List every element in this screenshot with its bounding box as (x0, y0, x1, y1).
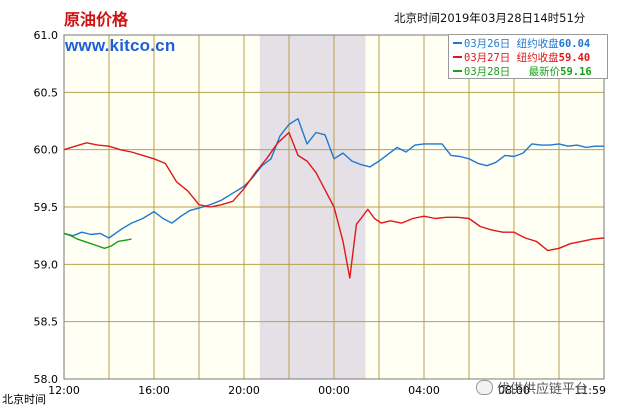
series-line-0327 (63, 131, 605, 279)
x-tick-label: 00:00 (318, 384, 350, 397)
x-tick-label: 16:00 (138, 384, 170, 397)
legend-value: 59.40 (558, 52, 591, 64)
legend-date: 03月26日 (464, 38, 511, 50)
legend-date: 03月27日 (464, 52, 511, 64)
series-line-0326 (63, 118, 604, 239)
chart-title: 原油价格 (64, 10, 129, 29)
legend-swatch (453, 42, 462, 44)
series-line-0328 (63, 232, 132, 249)
legend-swatch (453, 56, 462, 58)
legend-label: 纽约收盘 (516, 38, 559, 50)
y-tick-label: 59.5 (34, 201, 59, 214)
legend-entry: 03月27日 纽约收盘59.40 (453, 50, 590, 65)
x-axis-label: 北京时间 (2, 393, 46, 406)
legend: 03月26日 纽约收盘60.04 03月27日 纽约收盘59.40 03月28日… (448, 34, 608, 79)
y-tick-label: 60.0 (34, 144, 59, 157)
watermark-text: 优供供应链平台 (497, 382, 589, 397)
x-tick-label: 08:00 (498, 384, 530, 397)
legend-label: 最新价 (528, 66, 561, 78)
y-tick-label: 59.0 (34, 258, 59, 271)
x-tick-label: 12:00 (48, 384, 80, 397)
legend-value: 59.16 (560, 66, 592, 78)
y-tick-label: 58.0 (34, 373, 59, 386)
plot-border (63, 34, 605, 380)
legend-date: 03月28日 (464, 66, 511, 78)
watermark: 优供供应链平台 (476, 378, 588, 397)
legend-value: 60.04 (558, 38, 591, 50)
y-tick-label: 58.5 (34, 316, 59, 329)
x-tick-label: 11:59 (574, 384, 606, 397)
legend-swatch (453, 70, 462, 72)
source-link[interactable]: www.kitco.cn (65, 36, 176, 55)
x-tick-label: 04:00 (408, 384, 440, 397)
x-tick-label: 20:00 (228, 384, 260, 397)
y-tick-label: 60.5 (34, 86, 59, 99)
legend-entry: 03月28日 最新价59.16 (453, 64, 592, 79)
legend-entry: 03月26日 纽约收盘60.04 (453, 36, 590, 51)
y-tick-label: 61.0 (34, 29, 59, 42)
legend-label: 纽约收盘 (516, 52, 559, 64)
wechat-icon (476, 380, 493, 395)
timestamp: 北京时间2019年03月28日14时51分 (394, 11, 586, 25)
